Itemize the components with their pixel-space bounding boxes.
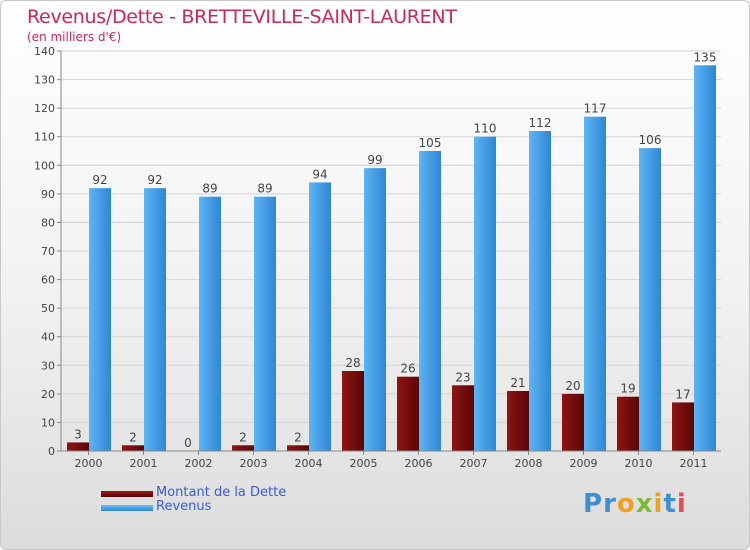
bar-revenus xyxy=(254,196,276,451)
y-tick-label: 120 xyxy=(34,102,55,115)
data-label-revenus: 106 xyxy=(639,133,662,147)
data-label-revenus: 135 xyxy=(694,50,717,64)
x-tick-label: 2003 xyxy=(240,457,268,470)
bar-revenus xyxy=(584,116,606,451)
x-tick-label: 2006 xyxy=(405,457,433,470)
bar-revenus xyxy=(529,131,551,451)
bar-dette xyxy=(617,396,639,451)
bar-dette xyxy=(562,393,584,451)
data-label-dette: 21 xyxy=(510,376,525,390)
y-tick-label: 110 xyxy=(34,131,55,144)
y-tick-label: 60 xyxy=(41,274,55,287)
y-tick-label: 90 xyxy=(41,188,55,201)
y-tick-label: 30 xyxy=(41,359,55,372)
chart-title: Revenus/Dette - BRETTEVILLE-SAINT-LAUREN… xyxy=(27,6,457,28)
data-label-revenus: 92 xyxy=(147,173,162,187)
logo-letter: x xyxy=(635,489,654,519)
y-tick-label: 20 xyxy=(41,388,55,401)
data-label-dette: 0 xyxy=(184,436,192,450)
x-tick-label: 2009 xyxy=(570,457,598,470)
data-label-revenus: 117 xyxy=(584,102,607,116)
logo-letter: t xyxy=(663,489,677,519)
x-tick-label: 2007 xyxy=(460,457,488,470)
bar-revenus xyxy=(639,148,661,451)
bars: 3 92 2 92 0 89 2 89 2 94 28 99 26 105 23 110 21 112 20 117 1… xyxy=(67,50,717,452)
y-axis: 0 10 20 30 40 50 60 70 80 90 100 110 120 130 140 xyxy=(34,45,62,458)
bar-revenus xyxy=(199,196,221,451)
legend-swatch-revenus xyxy=(101,505,153,511)
legend-swatch-dette xyxy=(101,491,153,497)
bar-dette xyxy=(507,391,529,451)
bar-dette xyxy=(287,445,309,451)
data-label-revenus: 105 xyxy=(419,136,442,150)
logo-letter: i xyxy=(653,489,664,519)
y-tick-label: 50 xyxy=(41,302,55,315)
logo-letter: r xyxy=(603,489,617,519)
data-label-dette: 23 xyxy=(455,370,470,384)
logo-letter: P xyxy=(583,489,604,519)
data-label-revenus: 92 xyxy=(92,173,107,187)
y-tick-label: 140 xyxy=(34,45,55,58)
x-tick-label: 2004 xyxy=(295,457,323,470)
data-label-dette: 19 xyxy=(620,382,635,396)
data-label-revenus: 99 xyxy=(367,153,382,167)
data-label-revenus: 110 xyxy=(474,122,497,136)
chart-subtitle: (en milliers d'€) xyxy=(27,30,122,44)
data-label-revenus: 112 xyxy=(529,116,552,130)
data-label-dette: 2 xyxy=(129,430,137,444)
x-axis: 2000 2001 2002 2003 2004 2005 2006 2007 2008 2009… xyxy=(61,450,721,470)
bar-dette xyxy=(397,376,419,451)
x-tick-label: 2001 xyxy=(130,457,158,470)
logo-letter: o xyxy=(616,489,636,519)
data-label-dette: 28 xyxy=(345,356,360,370)
bar-revenus xyxy=(694,65,716,452)
data-label-revenus: 89 xyxy=(257,182,272,196)
legend-label-revenus: Revenus xyxy=(156,499,212,514)
data-label-dette: 20 xyxy=(565,379,580,393)
bar-revenus xyxy=(89,188,111,451)
data-label-revenus: 94 xyxy=(312,167,327,181)
bar-dette xyxy=(672,402,694,451)
y-tick-label: 40 xyxy=(41,331,55,344)
data-label-revenus: 89 xyxy=(202,182,217,196)
proxiti-logo: Proxiti xyxy=(583,489,687,519)
bar-dette xyxy=(342,371,364,451)
y-tick-label: 70 xyxy=(41,245,55,258)
x-tick-label: 2005 xyxy=(350,457,378,470)
bar-dette xyxy=(452,385,474,451)
x-tick-label: 2008 xyxy=(515,457,543,470)
x-tick-label: 2002 xyxy=(185,457,213,470)
bar-revenus xyxy=(144,188,166,451)
bar-dette xyxy=(232,445,254,451)
x-tick-label: 2010 xyxy=(625,457,653,470)
y-tick-label: 100 xyxy=(34,159,55,172)
data-label-dette: 2 xyxy=(294,430,302,444)
bar-revenus xyxy=(364,168,386,451)
logo-letter: i xyxy=(676,489,687,519)
data-label-dette: 2 xyxy=(239,430,247,444)
legend-label-dette: Montant de la Dette xyxy=(156,485,287,500)
x-tick-label: 2000 xyxy=(75,457,103,470)
y-tick-label: 80 xyxy=(41,216,55,229)
bar-revenus xyxy=(309,182,331,451)
bar-dette xyxy=(122,445,144,451)
bar-dette xyxy=(67,442,89,451)
y-tick-label: 10 xyxy=(41,416,55,429)
x-tick-label: 2011 xyxy=(680,457,708,470)
y-tick-label: 130 xyxy=(34,74,55,87)
data-label-dette: 3 xyxy=(74,427,82,441)
grid-lines xyxy=(61,50,721,452)
data-label-dette: 26 xyxy=(400,362,415,376)
data-label-dette: 17 xyxy=(675,387,690,401)
bar-revenus xyxy=(474,136,496,451)
y-tick-label: 0 xyxy=(48,445,55,458)
bar-revenus xyxy=(419,151,441,451)
